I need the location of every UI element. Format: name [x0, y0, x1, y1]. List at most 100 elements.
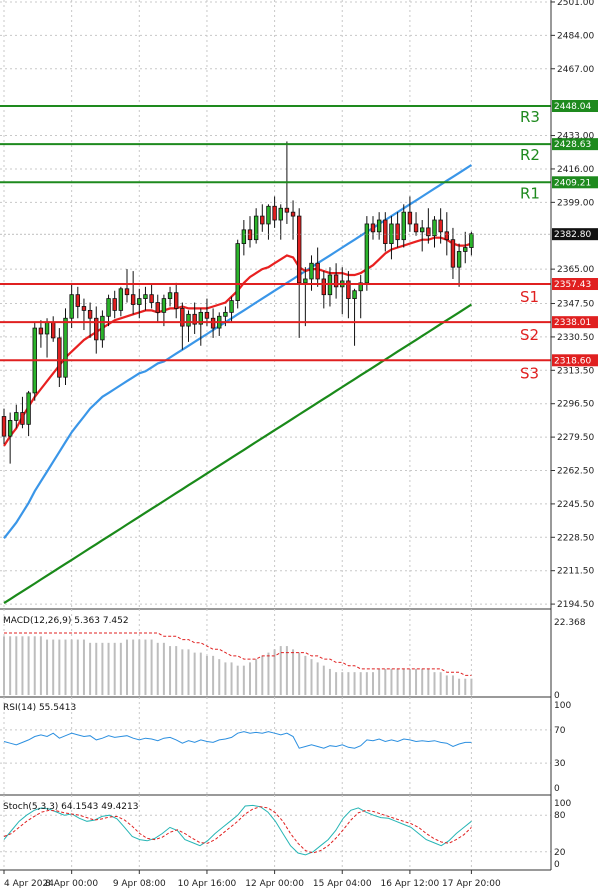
candle	[241, 220, 247, 256]
level-name-s3: S3	[520, 364, 539, 382]
candle-body	[290, 211, 296, 217]
candle-body	[38, 327, 44, 335]
candle-body	[407, 211, 413, 225]
y-tick-label: 2296.50	[557, 400, 594, 410]
level-price-label: 2338.01	[554, 318, 591, 328]
level-name-s2: S2	[520, 326, 539, 344]
candle	[432, 216, 437, 248]
candle-body	[57, 337, 62, 378]
y-tick-label: 2365.00	[557, 265, 594, 275]
candle-body	[44, 321, 50, 335]
candle	[81, 298, 87, 331]
candle	[253, 208, 259, 244]
candle	[290, 200, 296, 240]
candle	[229, 296, 234, 323]
candle-body	[94, 317, 99, 341]
x-tick-label: 17 Apr 20:00	[442, 879, 501, 889]
y-tick-label: 2501.00	[557, 0, 594, 8]
candle	[143, 286, 148, 311]
candle	[419, 220, 425, 252]
candle	[118, 286, 124, 317]
y-tick-label: 2211.50	[557, 567, 594, 577]
candle-body	[272, 205, 277, 221]
stoch-y-tick-label: 20	[554, 848, 566, 858]
price-panel: R3 2448.04 R2 2428.63 R1 2409.21 S1 2357.43 S2 23…	[0, 0, 598, 610]
level-name-s1: S1	[520, 288, 539, 306]
candle	[364, 216, 370, 291]
candle-body	[124, 288, 130, 296]
candle	[7, 412, 13, 464]
y-tick-label: 2467.00	[557, 65, 594, 75]
stoch-title: Stoch(5,3,3) 64.1543 49.4213	[3, 802, 138, 812]
candle-body	[278, 207, 283, 221]
candle-body	[81, 306, 87, 311]
candle-body	[456, 251, 462, 268]
candle	[296, 208, 302, 338]
candle	[383, 212, 388, 252]
x-tick-label: 8 Apr 00:00	[45, 879, 98, 889]
candle-body	[69, 294, 74, 319]
level-price-label: 2428.63	[554, 140, 591, 150]
level-price-label: 2409.21	[554, 178, 591, 188]
candle	[75, 286, 80, 319]
candle	[463, 231, 468, 264]
candle	[38, 320, 44, 348]
y-tick-label: 2245.50	[557, 500, 594, 510]
y-tick-label: 2347.50	[557, 300, 594, 310]
candle	[321, 271, 326, 309]
candle-body	[118, 288, 124, 311]
candle	[333, 263, 339, 299]
candle	[167, 286, 173, 307]
rsi-panel: 100 70 30 0 RSI(14) 55.5413	[0, 697, 571, 795]
candle	[173, 282, 179, 319]
level-price-box	[552, 176, 598, 189]
candle	[94, 306, 99, 354]
stoch-y-tick-label: 0	[554, 860, 560, 870]
candle	[247, 216, 253, 248]
stoch-k-line	[3, 804, 472, 856]
candle	[198, 308, 203, 346]
candle-body	[7, 420, 13, 437]
candle-body	[241, 229, 247, 245]
level-name-r2: R2	[520, 146, 540, 164]
rsi-y-tick-label: 100	[554, 701, 571, 711]
rsi-title: RSI(14) 55.5413	[3, 703, 76, 713]
candle	[69, 282, 74, 329]
stoch-d-line	[3, 806, 472, 854]
moving-average-blue	[3, 164, 472, 539]
candle-body	[395, 223, 400, 241]
candle	[407, 196, 413, 232]
candle	[450, 227, 456, 279]
candle	[358, 275, 363, 319]
candle-body	[186, 313, 191, 327]
candle-body	[303, 278, 308, 284]
candle	[130, 271, 136, 315]
candle-body	[419, 227, 425, 233]
candle	[426, 208, 431, 244]
level-price-label: 2318.60	[554, 356, 591, 366]
level-price-box	[552, 354, 598, 367]
candle	[161, 294, 167, 327]
candle-body	[321, 278, 326, 296]
candle-body	[426, 227, 431, 237]
candle-body	[358, 282, 363, 292]
moving-average-green	[3, 303, 472, 605]
stoch-panel: 100 80 20 0 Stoch(5,3,3) 64.1543 49.4213	[0, 795, 571, 870]
candle	[124, 269, 130, 303]
candle-body	[450, 239, 456, 268]
candle-body	[180, 308, 185, 327]
candle	[376, 212, 382, 240]
candle-body	[370, 223, 376, 233]
stoch-y-tick-label: 80	[554, 811, 566, 821]
candle	[26, 390, 31, 437]
candle	[260, 204, 265, 232]
candle-body	[149, 294, 154, 303]
candle-body	[383, 219, 388, 244]
candle-body	[87, 309, 93, 319]
level-price-box	[552, 138, 598, 151]
candle-body	[137, 298, 142, 305]
candle-body	[26, 392, 31, 425]
macd-signal-line	[4, 632, 472, 676]
candle-body	[204, 311, 210, 319]
